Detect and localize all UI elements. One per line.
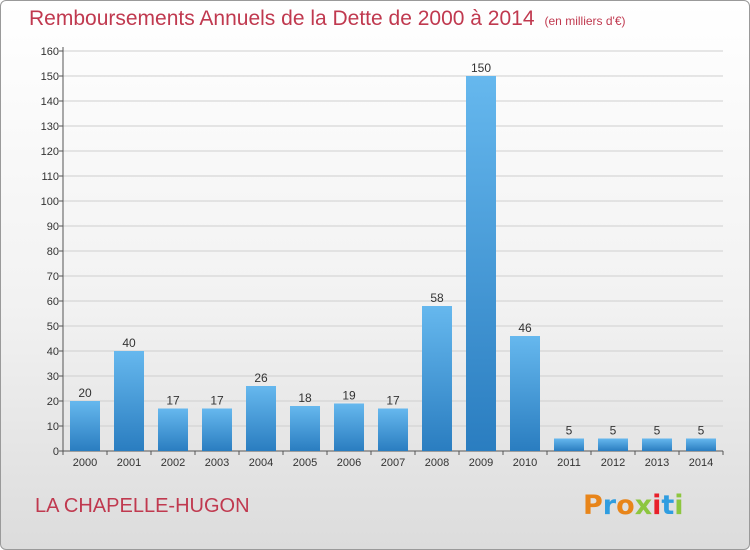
x-tick-label: 2002 <box>161 457 185 469</box>
x-tick-label: 2000 <box>73 457 97 469</box>
bar-2005 <box>290 406 320 451</box>
data-label-2004: 26 <box>254 371 268 385</box>
y-tick-label: 60 <box>47 296 59 308</box>
logo-letter: i <box>674 490 684 521</box>
x-tick-label: 2006 <box>337 457 361 469</box>
logo-letter: r <box>602 490 617 521</box>
y-tick-label: 50 <box>47 321 59 333</box>
y-tick-label: 150 <box>41 71 59 83</box>
bar-2012 <box>598 438 628 451</box>
x-tick-label: 2009 <box>469 457 493 469</box>
data-label-2013: 5 <box>654 424 661 438</box>
y-tick-label: 70 <box>47 271 59 283</box>
x-tick-label: 2008 <box>425 457 449 469</box>
y-tick-label: 120 <box>41 146 59 158</box>
y-tick-label: 90 <box>47 221 59 233</box>
bar-2008 <box>422 306 452 451</box>
data-label-2009: 150 <box>471 61 491 75</box>
bars <box>70 76 716 451</box>
bar-2004 <box>246 386 276 451</box>
data-label-2012: 5 <box>610 424 617 438</box>
x-tick-label: 2003 <box>205 457 229 469</box>
y-tick-label: 140 <box>41 96 59 108</box>
x-tick-label: 2010 <box>513 457 537 469</box>
logo-letter: P <box>583 490 603 521</box>
data-label-2003: 17 <box>210 394 224 408</box>
bar-2010 <box>510 336 540 451</box>
y-tick-label: 0 <box>53 446 59 458</box>
bar-2006 <box>334 403 364 451</box>
y-tick-label: 100 <box>41 196 59 208</box>
chart-title: Remboursements Annuels de la Dette de 20… <box>29 7 626 31</box>
data-label-2011: 5 <box>566 424 573 438</box>
grid-lines <box>63 50 723 452</box>
x-tick-label: 2011 <box>557 457 581 469</box>
y-tick-label: 110 <box>41 171 59 183</box>
proxiti-logo: Proxiti <box>583 490 684 521</box>
data-label-2000: 20 <box>78 386 92 400</box>
logo-letter: t <box>661 490 675 521</box>
axes: 0 10 20 30 40 50 60 70 80 90 100 110 120 130 140 150 160… <box>41 46 724 469</box>
bar-2014 <box>686 438 716 451</box>
x-tick-label: 2012 <box>601 457 625 469</box>
y-tick-label: 20 <box>47 396 59 408</box>
bar-2011 <box>554 438 584 451</box>
bar-2003 <box>202 408 232 451</box>
data-label-2001: 40 <box>122 336 136 350</box>
chart-subtitle: (en milliers d'€) <box>544 14 626 28</box>
y-tick-label: 130 <box>41 121 59 133</box>
bar-2007 <box>378 408 408 451</box>
bar-2013 <box>642 438 672 451</box>
commune-name: LA CHAPELLE-HUGON <box>35 495 250 517</box>
bar-2000 <box>70 401 100 451</box>
data-label-2014: 5 <box>698 424 705 438</box>
chart-title-text: Remboursements Annuels de la Dette de 20… <box>29 7 535 30</box>
data-label-2005: 18 <box>298 391 312 405</box>
x-tick-label: 2013 <box>645 457 669 469</box>
y-tick-label: 40 <box>47 346 59 358</box>
x-tick-label: 2004 <box>249 457 273 469</box>
x-tick-label: 2014 <box>689 457 713 469</box>
logo-letter: o <box>616 490 635 521</box>
y-tick-label: 160 <box>41 46 59 58</box>
x-tick-label: 2005 <box>293 457 317 469</box>
data-label-2008: 58 <box>430 291 444 305</box>
data-label-2006: 19 <box>342 389 356 403</box>
logo-letter: x <box>634 490 653 521</box>
bar-2002 <box>158 408 188 451</box>
y-tick-label: 10 <box>47 421 59 433</box>
y-tick-label: 30 <box>47 371 59 383</box>
data-label-2007: 17 <box>386 394 400 408</box>
x-tick-label: 2007 <box>381 457 405 469</box>
x-tick-label: 2001 <box>117 457 141 469</box>
data-label-2002: 17 <box>166 394 180 408</box>
y-tick-label: 80 <box>47 246 59 258</box>
data-labels: 20 40 17 17 26 18 19 17 58 150 46 5 5 5 5 <box>78 61 704 438</box>
logo-letter: i <box>652 490 662 521</box>
data-label-2010: 46 <box>518 321 532 335</box>
bar-2009 <box>466 76 496 451</box>
bar-2001 <box>114 351 144 451</box>
